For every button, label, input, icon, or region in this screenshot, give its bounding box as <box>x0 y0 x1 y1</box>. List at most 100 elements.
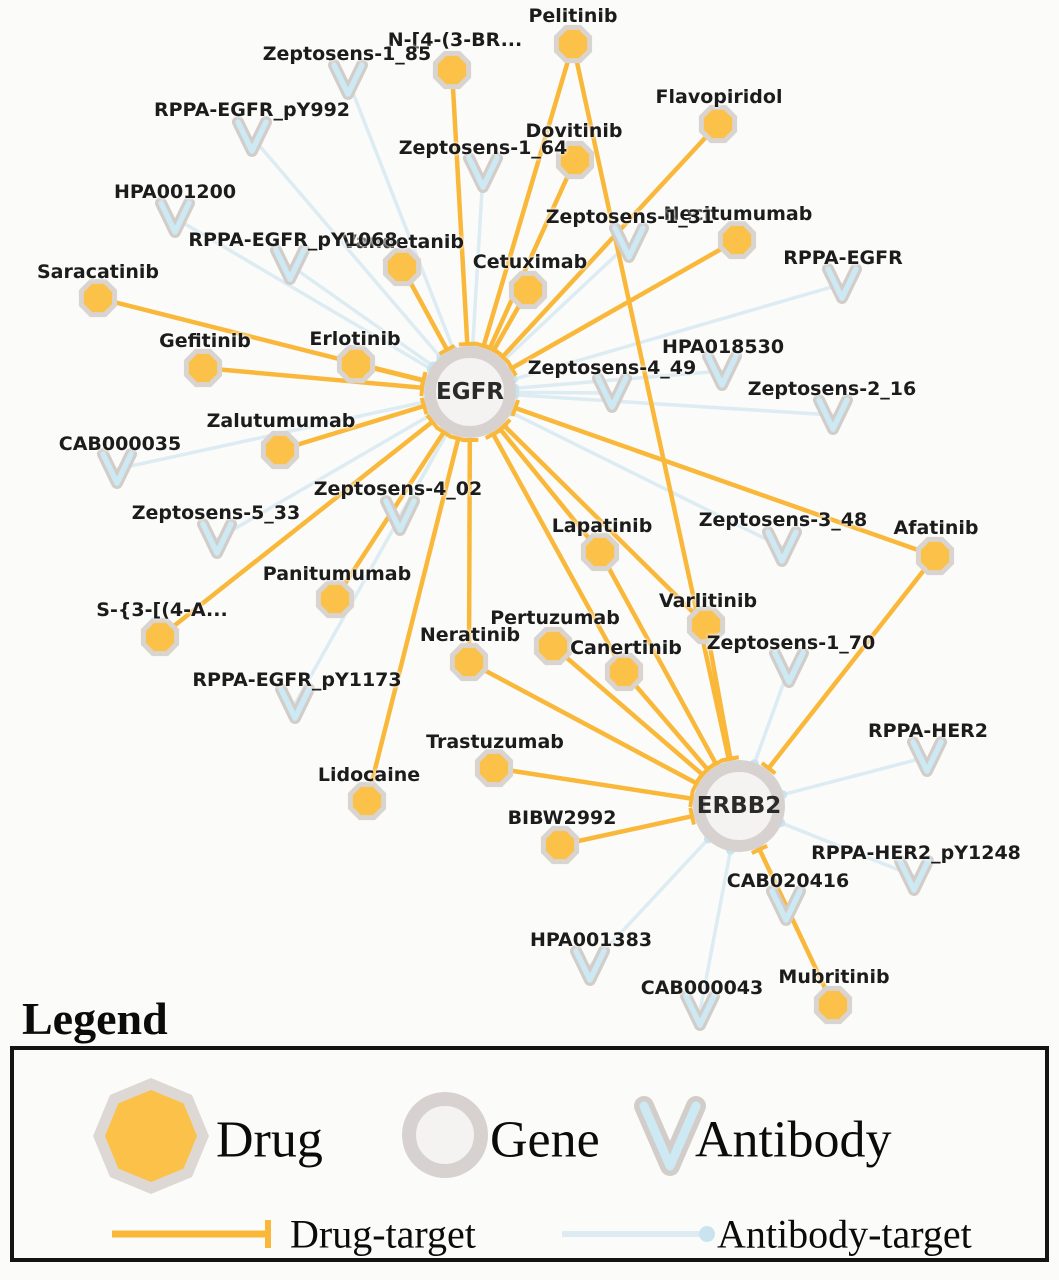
drug-target-edge <box>449 69 476 347</box>
antibody-node-py1173[interactable] <box>275 683 315 724</box>
drug-target-edge <box>481 159 578 354</box>
drug-node-afatinib[interactable] <box>915 536 955 576</box>
antibody-node-z3-48[interactable] <box>762 526 802 567</box>
drug-node-mubritinib[interactable] <box>813 985 853 1025</box>
antibody-node-hpa001200[interactable] <box>155 197 195 238</box>
antibody-node-z1-85[interactable] <box>328 59 368 100</box>
antibody-target-edge <box>250 135 446 363</box>
antibody-node-cab020416[interactable] <box>766 885 806 926</box>
drug-node-varlitinib[interactable] <box>686 605 726 645</box>
gene-node-ERBB2[interactable] <box>693 760 785 852</box>
antibody-target-edge <box>508 282 843 384</box>
drug-target-edge <box>559 807 696 848</box>
legend-drug-label: Drug <box>216 1111 323 1169</box>
drug-node-n4-3br[interactable] <box>432 50 472 90</box>
drug-node-trastuzumab[interactable] <box>474 748 514 788</box>
antibody-target-edge <box>749 667 791 769</box>
drug-node-pertuzumab[interactable] <box>533 626 573 666</box>
drug-node-dovitinib[interactable] <box>555 140 595 180</box>
antibody-target-edge <box>588 834 713 968</box>
drug-node-pelitinib[interactable] <box>553 24 593 64</box>
drug-target-edge <box>496 418 708 627</box>
antibody-target-edge <box>346 79 459 355</box>
drug-edges <box>97 43 937 1006</box>
gene-glyph <box>402 1092 488 1178</box>
drug-node-cetuximab[interactable] <box>508 270 548 310</box>
drug-node-erlotinib[interactable] <box>336 344 376 384</box>
antibody-node-z1-64[interactable] <box>463 152 503 193</box>
antibody-edges <box>116 79 928 1012</box>
drug-node-vandetanib[interactable] <box>382 247 422 287</box>
drug-glyph <box>93 1078 209 1194</box>
antibody-node-z1-70[interactable] <box>769 647 809 688</box>
drug-target-edge <box>551 644 710 783</box>
antibody-node-z5-33[interactable] <box>197 518 237 559</box>
drug-target-edge <box>495 122 720 365</box>
antibody-node-hpa018530[interactable] <box>702 350 742 391</box>
antibody-node-py1068[interactable] <box>270 244 310 285</box>
drug-node-s3-4a[interactable] <box>140 617 180 657</box>
legend-gene-label: Gene <box>490 1111 600 1169</box>
antibody-target-edge <box>510 369 723 393</box>
antibody-node-py1248[interactable] <box>894 855 934 896</box>
antibody-target-edge <box>288 263 438 371</box>
antibody-target-edge <box>293 426 453 705</box>
drug-target-edge <box>467 660 703 792</box>
drug-target-edge <box>492 422 602 554</box>
drug-target-edge <box>510 399 936 559</box>
drug-target-edge <box>703 624 740 763</box>
drug-node-saracatinib[interactable] <box>78 278 118 318</box>
antibody-node-z2-16[interactable] <box>813 394 853 435</box>
antibody-target-edge <box>776 818 915 878</box>
antibody-target-edge <box>510 387 613 397</box>
drug-node-panitumumab[interactable] <box>315 579 355 619</box>
antibody-target-edge-glyph <box>562 1226 715 1242</box>
antibody-node-z4-49[interactable] <box>592 372 632 413</box>
legend-antibody-edge-label: Antibody-target <box>717 1211 972 1257</box>
antibody-target-edge <box>174 216 436 374</box>
drug-node-lidocaine[interactable] <box>347 781 387 821</box>
antibody-target-edge <box>468 172 485 352</box>
drug-target-edge <box>505 238 739 377</box>
drug-target-edge <box>493 765 695 808</box>
drug-node-bibw2992[interactable] <box>540 825 580 865</box>
drug-target-edge <box>474 43 576 351</box>
gene-node-EGFR[interactable] <box>424 346 516 438</box>
drug-node-canertinib[interactable] <box>604 652 644 692</box>
legend-title: Legend <box>22 993 168 1044</box>
drug-node-zalutumumab[interactable] <box>260 430 300 470</box>
antibody-node-rppa-her2[interactable] <box>907 736 947 777</box>
drug-node-necitumumab[interactable] <box>717 220 757 260</box>
drug-target-edge <box>750 843 836 1006</box>
antibody-target-edge <box>778 755 928 800</box>
antibody-target-edge <box>498 241 631 366</box>
antibody-node-z1-31[interactable] <box>609 222 649 263</box>
drug-node-lapatinib[interactable] <box>580 532 620 572</box>
antibody-node-cab000043[interactable] <box>680 990 720 1031</box>
legend-drug-edge-label: Drug-target <box>290 1211 476 1257</box>
drug-node-gefitinib[interactable] <box>183 348 223 388</box>
drug-target-edge <box>461 437 479 663</box>
legend-box: Drug Gene Antibody Drug-target Antibody-… <box>10 1046 1049 1262</box>
antibody-node-hpa001383[interactable] <box>570 945 610 986</box>
antibody-node-z4-02[interactable] <box>380 495 420 536</box>
drug-target-edge <box>484 428 626 674</box>
drug-node-flavopiridol[interactable] <box>698 104 738 144</box>
antibody-target-edge <box>216 410 436 541</box>
drug-target-edge <box>202 365 425 397</box>
antibody-node-py992[interactable] <box>232 116 272 157</box>
drug-target-edge <box>622 670 716 777</box>
legend-antibody-label: Antibody <box>695 1111 892 1169</box>
drug-node-neratinib[interactable] <box>449 642 489 682</box>
drug-target-edge <box>598 550 725 770</box>
drug-target-edge <box>279 397 429 453</box>
drug-target-edge <box>760 554 937 776</box>
antibody-node-cab000035[interactable] <box>97 448 137 489</box>
drug-target-edge <box>158 413 440 639</box>
antibody-target-edge <box>505 407 783 549</box>
nodes <box>78 24 955 1031</box>
antibody-node-rppa-egfr[interactable] <box>822 263 862 304</box>
antibody-target-edge <box>510 390 834 417</box>
